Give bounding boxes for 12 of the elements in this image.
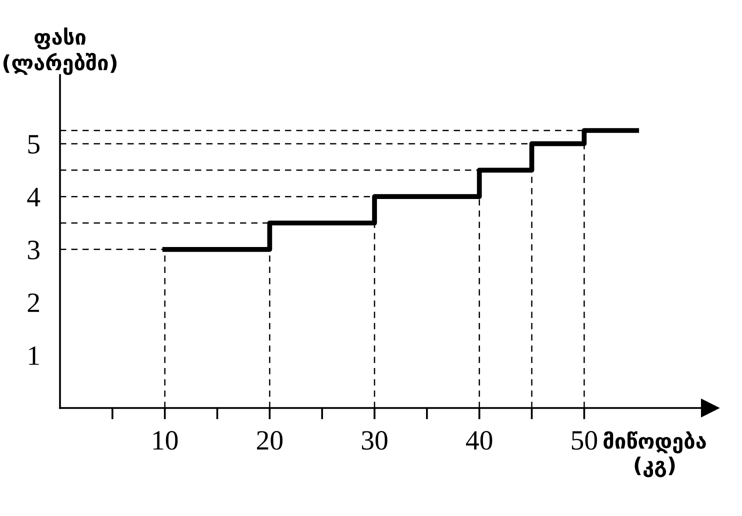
x-tick-label: 50 xyxy=(572,431,598,450)
x-tick-label: 20 xyxy=(257,431,283,450)
y-tick-label: 2 xyxy=(28,294,40,312)
x-tick-label: 10 xyxy=(153,431,178,450)
x-tick-label: 30 xyxy=(362,431,388,450)
x-axis-title: მიწოდება (კგ) xyxy=(604,431,706,478)
y-tick-label: 3 xyxy=(28,240,40,260)
y-tick-label: 4 xyxy=(27,188,40,206)
y-tick-label: 5 xyxy=(28,135,40,154)
x-tick-label: 40 xyxy=(466,431,492,450)
y-tick-label: 1 xyxy=(29,346,39,365)
y-axis-title: ფასი (ლარებში) xyxy=(3,28,117,75)
